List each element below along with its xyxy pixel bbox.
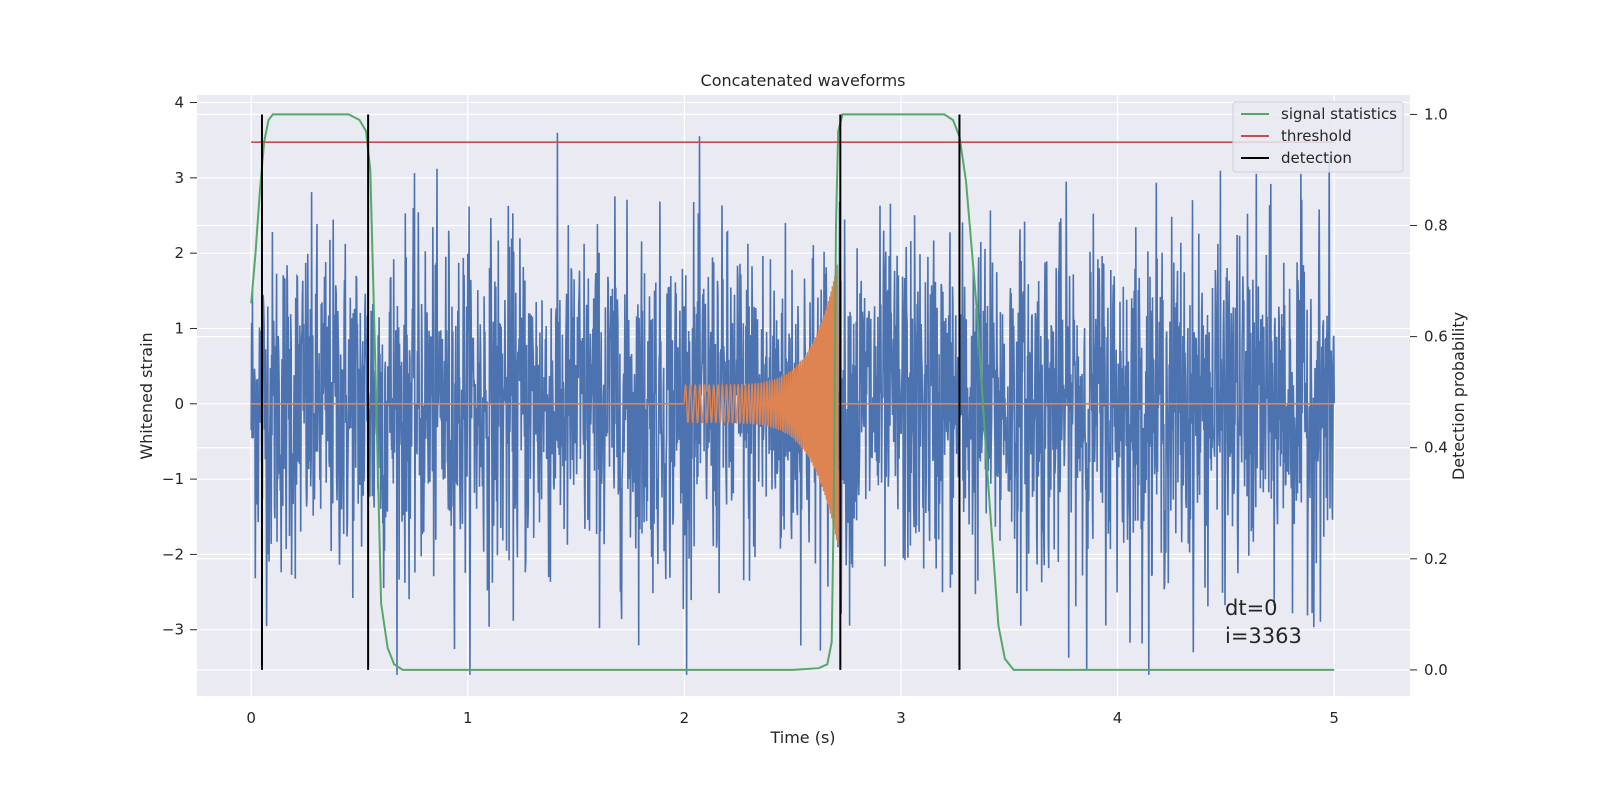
x-tick-label: 3 — [896, 709, 906, 727]
y2-axis-title: Detection probability — [1449, 312, 1468, 480]
x-tick-label: 1 — [463, 709, 473, 727]
y2-tick-label: 0.6 — [1424, 328, 1448, 346]
signal-statistics-line — [250, 113, 1335, 671]
injected-signal-line — [683, 264, 839, 546]
annotation-dt: dt=0 — [1225, 596, 1278, 620]
y-tick-label: −1 — [162, 470, 184, 488]
y2-tick-label: 0.4 — [1424, 439, 1448, 457]
y-tick-label: 3 — [174, 169, 184, 187]
y-tick-label: 0 — [174, 395, 184, 413]
legend-box — [1232, 101, 1404, 173]
y-tick-label: −3 — [162, 621, 184, 639]
y-tick-label: 4 — [174, 94, 184, 112]
x-tick-label: 5 — [1329, 709, 1339, 727]
y2-tick-label: 0.8 — [1424, 217, 1448, 235]
x-axis-title: Time (s) — [769, 728, 835, 747]
legend: signal statistics threshold detection — [1232, 101, 1404, 173]
y-tick-label: 2 — [174, 244, 184, 262]
y2-tick-label: 1.0 — [1424, 105, 1448, 123]
y-axis-title: Whitened strain — [137, 332, 156, 459]
y2-tick-label: 0.2 — [1424, 550, 1448, 568]
x-tick-label: 0 — [246, 709, 256, 727]
annotation-index: i=3363 — [1225, 624, 1302, 648]
tick-group: 0 1 2 3 4 5 −3 −2 −1 0 1 2 3 4 0.0 0.2 0.4 0.6 0.8 1.0 — [162, 94, 1448, 727]
probability-series-group — [250, 113, 1335, 671]
chart-title: Concatenated waveforms — [701, 71, 906, 90]
y-tick-label: 1 — [174, 319, 184, 337]
y-tick-label: −2 — [162, 545, 184, 563]
legend-label-threshold: threshold — [1281, 127, 1352, 145]
legend-label-signal-statistics: signal statistics — [1281, 105, 1397, 123]
injected-signal-series — [251, 264, 1335, 546]
x-tick-label: 4 — [1113, 709, 1123, 727]
y2-tick-label: 0.0 — [1424, 661, 1448, 679]
legend-label-detection: detection — [1281, 149, 1352, 167]
x-tick-label: 2 — [680, 709, 690, 727]
